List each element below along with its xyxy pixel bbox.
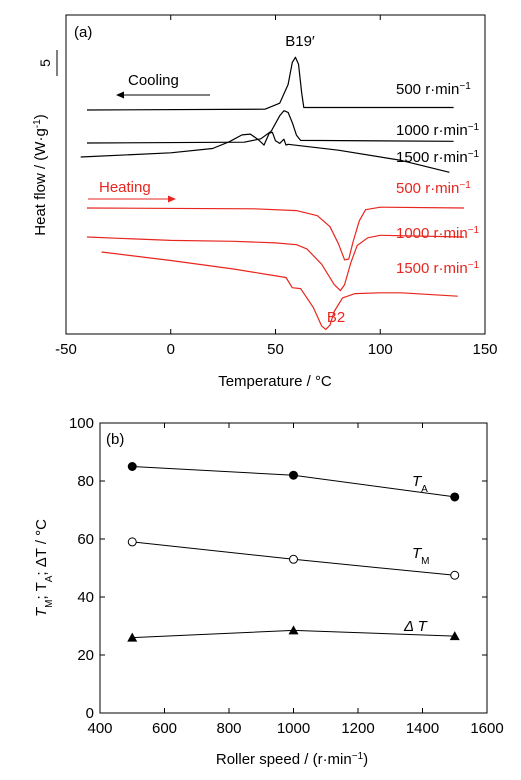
panel-a-x-axis-title: Temperature / °C [218,373,332,390]
data-point-tm [127,537,137,547]
panel-b-y-tick-label: 40 [77,589,94,606]
data-point-delta-t [288,625,299,635]
panel-a-y-axis-title: Heat flow / (W·g-1) [32,114,50,235]
data-point-tm [289,554,298,564]
panel-a-x-tick-label: 50 [267,341,284,358]
series-label-2: Δ T [403,618,429,635]
dsc-curve-heating-3 [101,251,458,330]
cooling-arrow-head [116,91,124,99]
panel-b-x-tick-label: 800 [216,720,241,737]
peak-label-b19: B19′ [285,33,315,50]
curve-label-heating-1: 500 r·min−1 [396,180,471,198]
panel-b-axes: 400 600 800 1000 1200 1400 1600 0 20 40 60 80 100 [69,415,504,737]
panel-a-frame [65,14,486,335]
panel-a-curves [80,56,465,330]
panel-a-x-tick-label: 0 [167,341,175,358]
panel-b-x-tick-label: 1200 [341,720,374,737]
panel-b-y-tick-label: 0 [86,705,94,722]
panel-b-label: (b) [106,431,124,448]
panel-a-dsc-curves: (a) -50 0 50 100 150 Temperature / °C Heat f… [32,14,498,390]
panel-b-temperatures: (b) 400 600 800 1000 1200 1400 1600 0 20 40 60 80 10… [33,415,504,768]
cooling-label: Cooling [128,72,179,89]
panel-b-x-tick-label: 400 [87,720,112,737]
panel-b-y-tick-label: 100 [69,415,94,432]
panel-b-x-tick-label: 1000 [277,720,310,737]
panel-b-x-axis-title: Roller speed / (r·min−1) [216,751,368,769]
curve-label-cooling-1: 500 r·min−1 [396,81,471,99]
panel-a-x-tick-label: -50 [55,341,77,358]
curve-label-heating-3: 1500 r·min−1 [396,260,480,278]
panel-a-x-tick-label: 150 [472,341,497,358]
panel-a-curve-labels: 500 r·min−1 1000 r·min−1 1500 r·min−1 500 r… [396,81,480,278]
data-point-ta [289,470,298,480]
panel-a-label: (a) [74,24,92,41]
panel-a-x-axis: -50 0 50 100 150 [55,15,498,358]
data-point-ta [450,492,460,502]
panel-b-y-tick-label: 60 [77,531,94,548]
heating-label: Heating [99,179,151,196]
scale-bar-label: 5 [37,59,53,67]
panel-b-y-tick-label: 20 [77,647,94,664]
dsc-curve-heating-1 [86,206,465,261]
data-point-tm [450,570,460,580]
dsc-curve-cooling-1 [86,56,454,111]
panel-b-x-tick-label: 1600 [470,720,503,737]
dsc-curve-heating-2 [86,234,465,292]
series-label-0: TA [412,473,428,495]
series-label-1: TM [412,545,430,567]
curve-label-cooling-2: 1000 r·min−1 [396,122,480,140]
panel-b-frame [99,422,488,714]
panel-b-x-tick-label: 600 [152,720,177,737]
curve-label-cooling-3: 1500 r·min−1 [396,149,480,167]
curve-label-heating-2: 1000 r·min−1 [396,225,480,243]
panel-b-y-tick-label: 80 [77,473,94,490]
panel-b-series: TA TM Δ T [127,462,460,642]
dsc-curve-cooling-3 [80,131,450,173]
data-point-delta-t [449,631,460,641]
data-point-delta-t [127,632,138,642]
panel-b-x-tick-label: 1400 [406,720,439,737]
dsc-curve-cooling-2 [86,110,454,144]
data-point-ta [127,462,137,471]
heating-arrow-head [168,195,176,203]
panel-b-y-axis-title: TM; TA; ΔT / °C [33,519,55,617]
peak-label-b2: B2 [327,309,345,326]
panel-a-x-tick-label: 100 [368,341,393,358]
